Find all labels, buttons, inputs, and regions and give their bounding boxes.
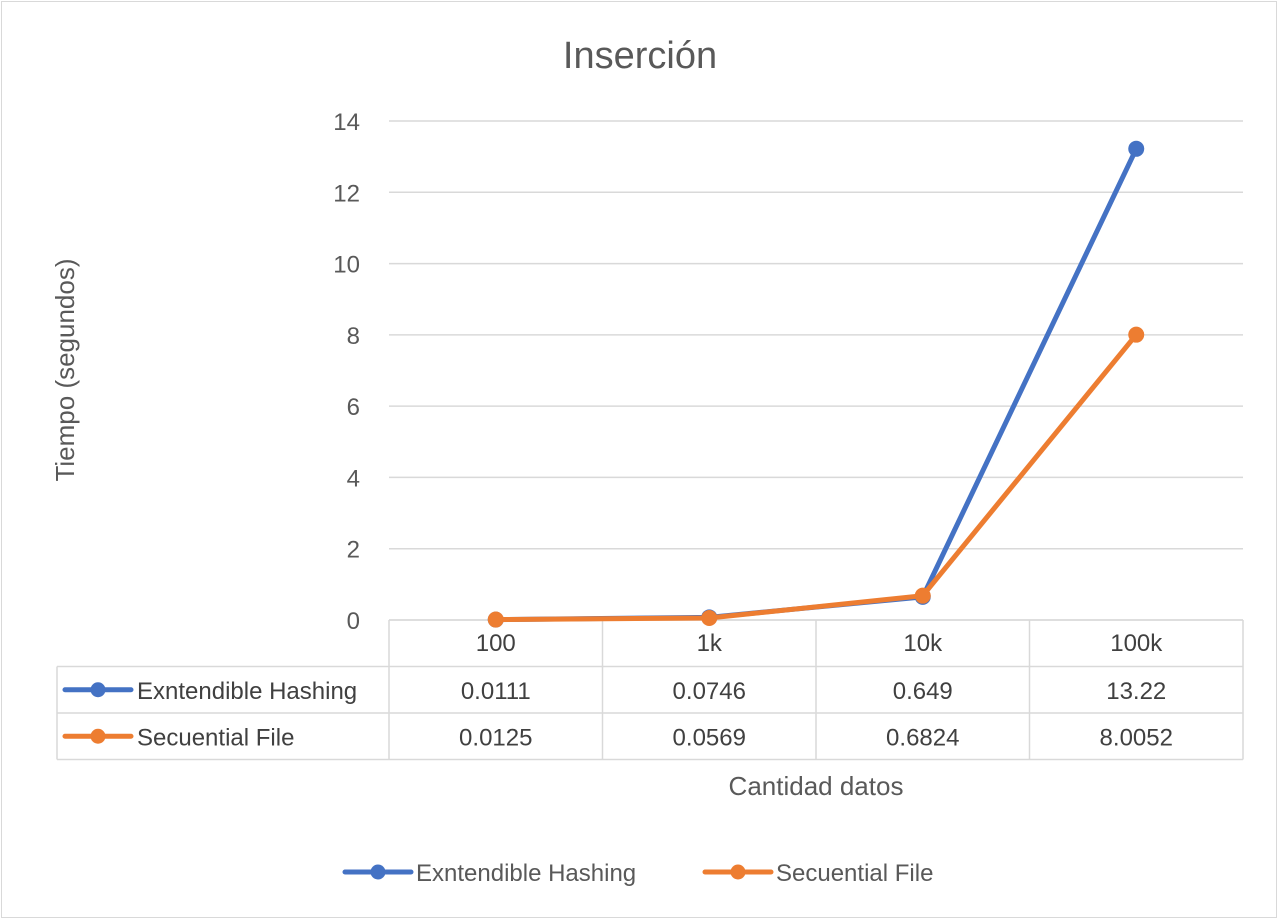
chart-title: Inserción	[563, 35, 717, 77]
table-series-name: Exntendible Hashing	[137, 678, 357, 705]
y-tick-label: 2	[347, 537, 360, 564]
series-line-secuential-file	[493, 332, 1139, 623]
data-label: 13.22	[1106, 678, 1166, 705]
data-point	[1128, 326, 1145, 343]
data-point	[1128, 140, 1145, 157]
data-point	[487, 611, 504, 628]
y-tick-label: 4	[347, 465, 360, 492]
x-tick-label: 100	[476, 630, 516, 657]
y-axis-ticks: 0 2 4 6 8 10 12 14	[333, 109, 360, 635]
y-axis-title: Tiempo (segundos)	[50, 258, 80, 481]
data-point	[914, 587, 931, 604]
data-label: 0.0746	[673, 678, 746, 705]
data-label: 0.649	[893, 678, 953, 705]
data-label: 0.6824	[886, 724, 959, 751]
series-lines	[487, 140, 1145, 628]
legend-key-marker	[370, 864, 386, 880]
data-table: 100 1k 10k 100k Exntendible Hashing 0.0111 0.0…	[56, 619, 1244, 761]
y-tick-label: 6	[347, 394, 360, 421]
y-tick-label: 8	[347, 323, 360, 350]
data-label: 0.0125	[459, 724, 532, 751]
legend-label: Exntendible Hashing	[416, 860, 636, 887]
data-label: 8.0052	[1100, 724, 1173, 751]
table-legend-key-marker	[90, 728, 106, 744]
y-tick-label: 0	[347, 608, 360, 635]
legend-label: Secuential File	[776, 860, 933, 887]
y-tick-label: 14	[333, 109, 360, 136]
data-label: 0.0569	[673, 724, 746, 751]
data-point	[701, 609, 718, 626]
y-tick-label: 10	[333, 252, 360, 279]
data-label: 0.0111	[461, 678, 531, 705]
y-tick-label: 12	[333, 180, 360, 207]
x-tick-label: 1k	[697, 630, 723, 657]
legend-key-marker	[730, 864, 746, 880]
x-axis-title: Cantidad datos	[729, 771, 904, 801]
x-tick-label: 100k	[1110, 630, 1163, 657]
x-tick-label: 10k	[903, 630, 943, 657]
table-legend-key-marker	[90, 682, 106, 698]
legend: Exntendible Hashing Secuential File	[342, 860, 933, 887]
table-series-name: Secuential File	[137, 724, 294, 751]
